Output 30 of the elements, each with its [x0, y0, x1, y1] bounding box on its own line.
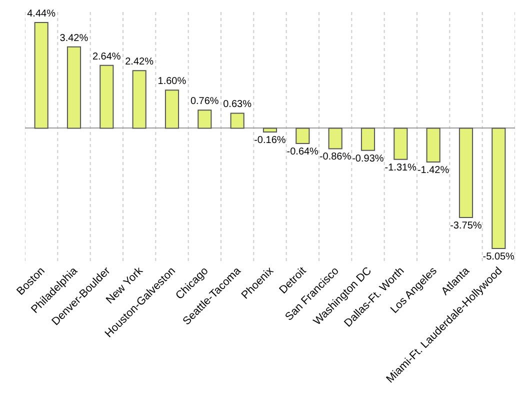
bar [262, 128, 278, 133]
bar [492, 128, 506, 249]
data-label: 4.44% [27, 8, 56, 20]
data-label: 0.63% [223, 99, 252, 110]
bar [360, 128, 376, 151]
bar [230, 112, 244, 129]
data-label: 0.76% [190, 96, 219, 108]
data-label: 1.60% [158, 76, 186, 88]
bar [426, 128, 440, 163]
data-label: -5.05% [482, 251, 515, 262]
data-label: -0.93% [352, 153, 384, 164]
data-label: 2.42% [125, 56, 154, 68]
bar [34, 22, 48, 129]
bar [328, 128, 342, 150]
bar [100, 64, 114, 129]
bar [66, 46, 82, 129]
bar [164, 90, 180, 129]
data-label: -0.86% [319, 152, 352, 163]
data-label: -0.16% [254, 135, 286, 146]
data-label: -3.75% [450, 220, 482, 232]
bar [296, 128, 310, 144]
data-label: 3.42% [60, 32, 88, 44]
bar [198, 110, 212, 129]
bar [458, 128, 474, 218]
data-label: -1.31% [384, 162, 417, 174]
bar [132, 70, 146, 129]
data-label: 2.64% [92, 51, 121, 62]
bar [394, 128, 408, 160]
data-label: -1.42% [417, 165, 450, 176]
data-label: -0.64% [286, 146, 319, 158]
